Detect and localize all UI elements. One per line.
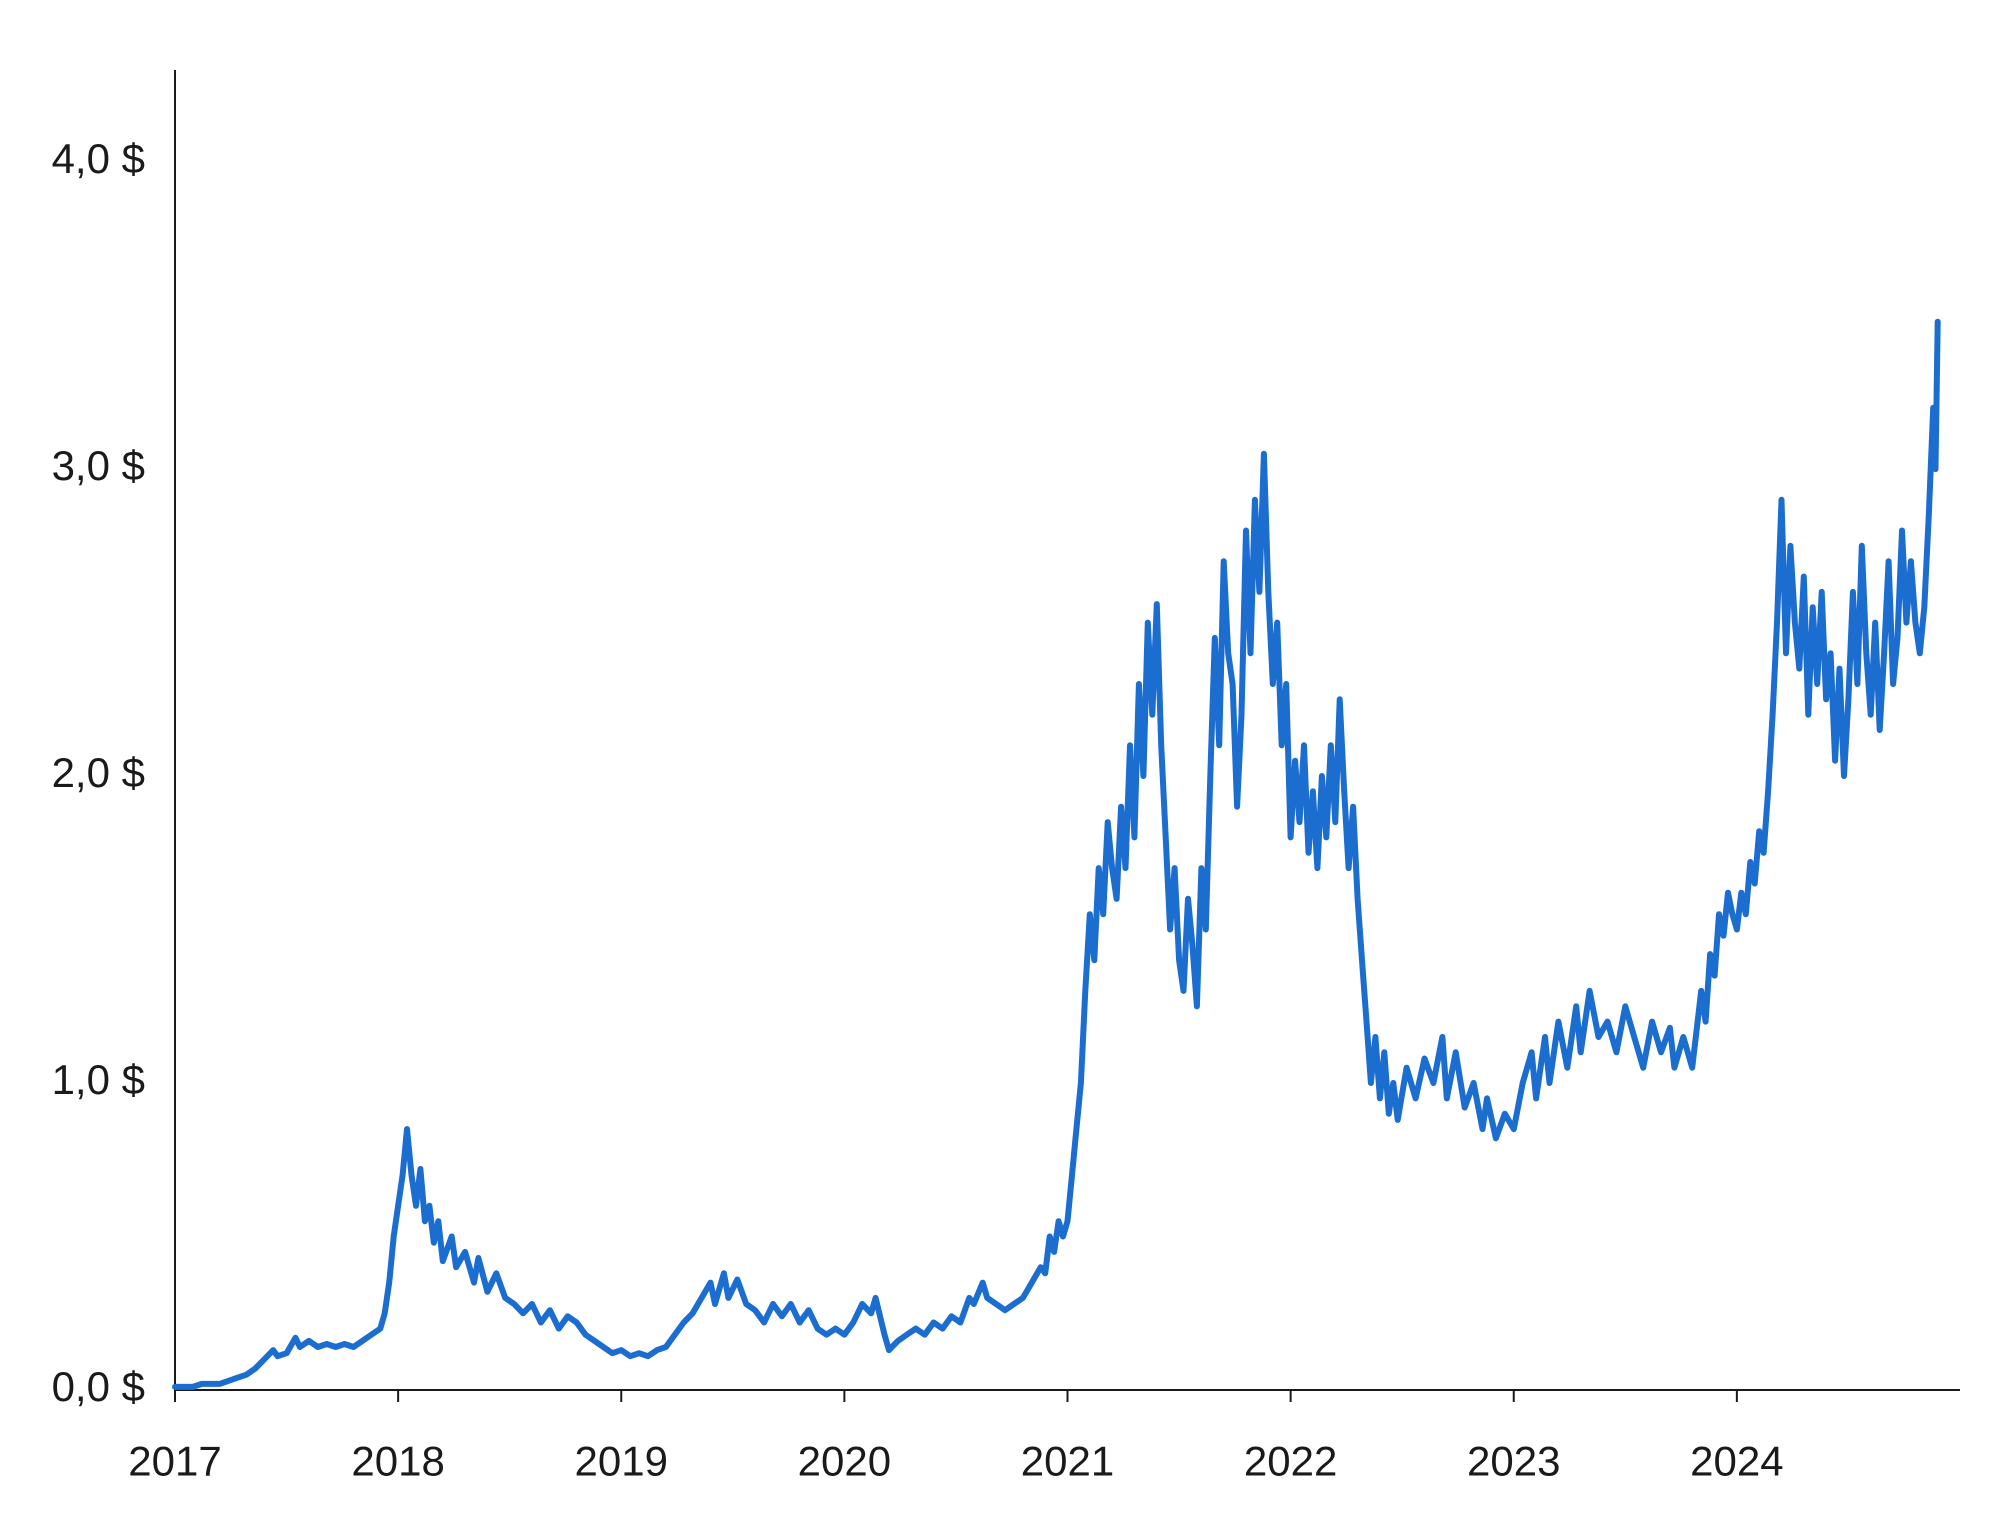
price-chart: 0,0 $ 1,0 $ 2,0 $ 3,0 $ 4,0 $ 2017 2018 2019 202…: [0, 0, 2000, 1529]
y-tick-label: 1,0 $: [52, 1056, 145, 1103]
x-tick-label: 2023: [1467, 1437, 1560, 1484]
y-tick-label: 3,0 $: [52, 442, 145, 489]
x-tick-label: 2024: [1690, 1437, 1783, 1484]
x-tick-label: 2020: [798, 1437, 891, 1484]
x-tick-label: 2018: [351, 1437, 444, 1484]
x-tick-label: 2019: [575, 1437, 668, 1484]
y-tick-label: 4,0 $: [52, 135, 145, 182]
x-tick-label: 2022: [1244, 1437, 1337, 1484]
y-tick-label: 0,0 $: [52, 1363, 145, 1410]
x-tick-label: 2021: [1021, 1437, 1114, 1484]
x-tick-label: 2017: [128, 1437, 221, 1484]
chart-svg: 0,0 $ 1,0 $ 2,0 $ 3,0 $ 4,0 $ 2017 2018 2019 202…: [0, 0, 2000, 1529]
y-tick-label: 2,0 $: [52, 749, 145, 796]
